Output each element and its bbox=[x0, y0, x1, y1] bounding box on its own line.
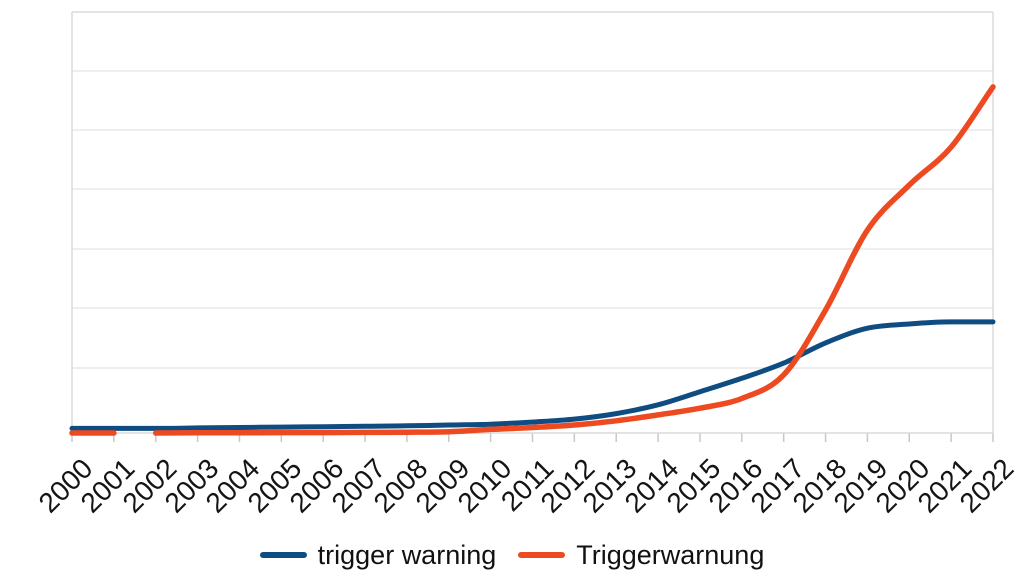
legend-label-triggerwarnung: Triggerwarnung bbox=[576, 540, 765, 570]
legend: trigger warning Triggerwarnung bbox=[0, 538, 1024, 572]
legend-item-triggerwarnung: Triggerwarnung bbox=[518, 538, 764, 572]
series-line-trigger-warning bbox=[69, 319, 996, 431]
series-line-triggerwarnung bbox=[152, 84, 996, 436]
legend-item-trigger-warning: trigger warning bbox=[259, 538, 497, 572]
legend-line-swatch-trigger-warning bbox=[259, 552, 307, 558]
legend-line-swatch-triggerwarnung bbox=[518, 552, 566, 558]
legend-label-trigger-warning: trigger warning bbox=[317, 540, 497, 570]
